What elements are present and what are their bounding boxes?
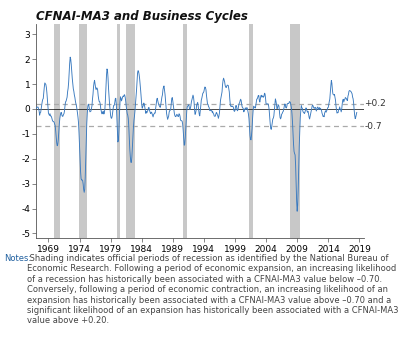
- Bar: [54, 24, 60, 238]
- Text: -0.7: -0.7: [364, 122, 382, 131]
- Text: Shading indicates official periods of recession as identified by the National Bu: Shading indicates official periods of re…: [27, 254, 399, 325]
- Bar: [183, 24, 187, 238]
- Bar: [249, 24, 253, 238]
- Text: CFNAI-MA3 and Business Cycles: CFNAI-MA3 and Business Cycles: [36, 10, 248, 23]
- Bar: [126, 24, 135, 238]
- Bar: [117, 24, 120, 238]
- Bar: [79, 24, 87, 238]
- Bar: [290, 24, 300, 238]
- Text: +0.2: +0.2: [364, 100, 386, 109]
- Text: Notes:: Notes:: [4, 254, 31, 263]
